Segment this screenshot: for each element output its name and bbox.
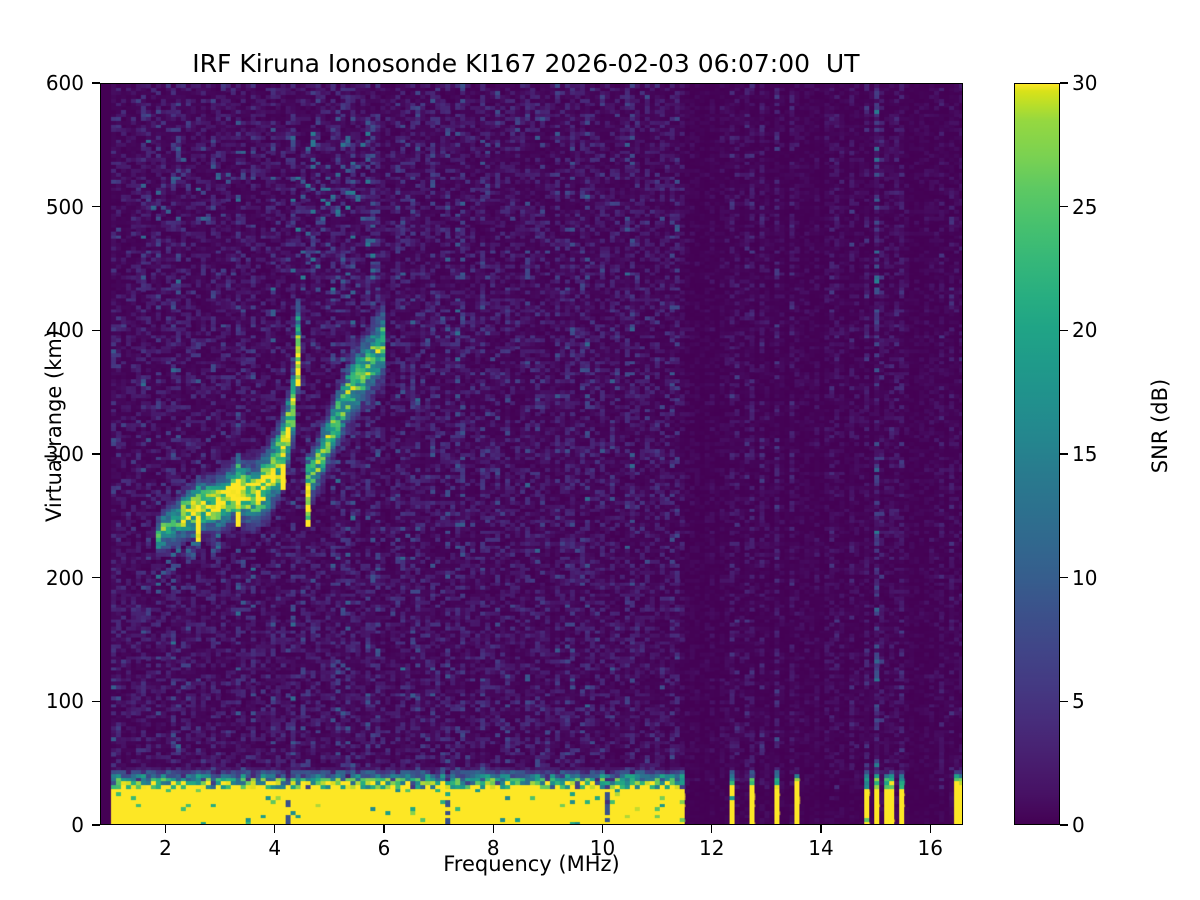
x-tick-label-2: 2: [159, 836, 172, 860]
x-axis-label: Frequency (MHz): [443, 852, 620, 876]
colorbar-tick-mark: [1060, 82, 1068, 84]
x-tick-mark: [929, 825, 931, 833]
y-tick-mark: [92, 82, 100, 84]
colorbar-tick-label-20: 20: [1072, 318, 1098, 343]
y-tick-label-300: 300: [45, 442, 84, 466]
x-tick-label-6: 6: [377, 836, 391, 860]
y-tick-label-100: 100: [45, 689, 84, 714]
x-tick-mark: [820, 825, 822, 833]
y-tick-label-0: 0: [71, 813, 84, 837]
colorbar: [1014, 83, 1060, 825]
y-tick-mark: [92, 206, 100, 208]
y-tick-label-500: 500: [45, 194, 84, 219]
x-tick-label-14: 14: [808, 836, 834, 860]
colorbar-tick-mark: [1060, 329, 1068, 331]
x-tick-mark: [601, 825, 604, 833]
y-tick-label-200: 200: [45, 565, 84, 590]
x-tick-mark: [274, 825, 276, 833]
colorbar-tick-label-0: 0: [1072, 813, 1085, 837]
y-tick-label-400: 400: [45, 318, 84, 343]
y-tick-mark: [92, 329, 100, 331]
colorbar-tick-mark: [1060, 577, 1068, 579]
colorbar-tick-mark: [1060, 206, 1068, 208]
x-tick-mark: [492, 825, 494, 833]
x-tick-label-8: 8: [486, 836, 500, 860]
y-tick-mark: [92, 453, 100, 455]
colorbar-label: SNR (dB): [1148, 378, 1172, 474]
x-tick-label-4: 4: [268, 836, 282, 860]
colorbar-tick-mark: [1060, 453, 1068, 455]
x-tick-mark: [164, 825, 167, 833]
x-tick-mark: [383, 825, 385, 833]
title-line-1: IRF Kiruna Ionosonde KI167 2026-02-03 06…: [192, 49, 860, 78]
x-tick-mark: [711, 825, 713, 833]
colorbar-tick-mark: [1060, 700, 1068, 702]
colorbar-tick-label-15: 15: [1072, 442, 1098, 466]
y-tick-mark: [92, 824, 100, 826]
colorbar-tick-label-30: 30: [1072, 71, 1098, 95]
colorbar-tick-label-25: 25: [1072, 194, 1098, 219]
x-tick-label-16: 16: [917, 836, 943, 860]
y-tick-label-600: 600: [45, 71, 84, 95]
x-tick-label-12: 12: [699, 836, 725, 860]
ionogram-heatmap: [101, 84, 962, 824]
x-tick-label-10: 10: [589, 836, 616, 860]
y-tick-mark: [92, 577, 100, 579]
colorbar-tick-label-5: 5: [1072, 689, 1085, 714]
ionogram-axes: [100, 83, 963, 825]
y-tick-mark: [92, 700, 100, 702]
colorbar-tick-label-10: 10: [1072, 565, 1098, 590]
colorbar-tick-mark: [1060, 824, 1068, 826]
